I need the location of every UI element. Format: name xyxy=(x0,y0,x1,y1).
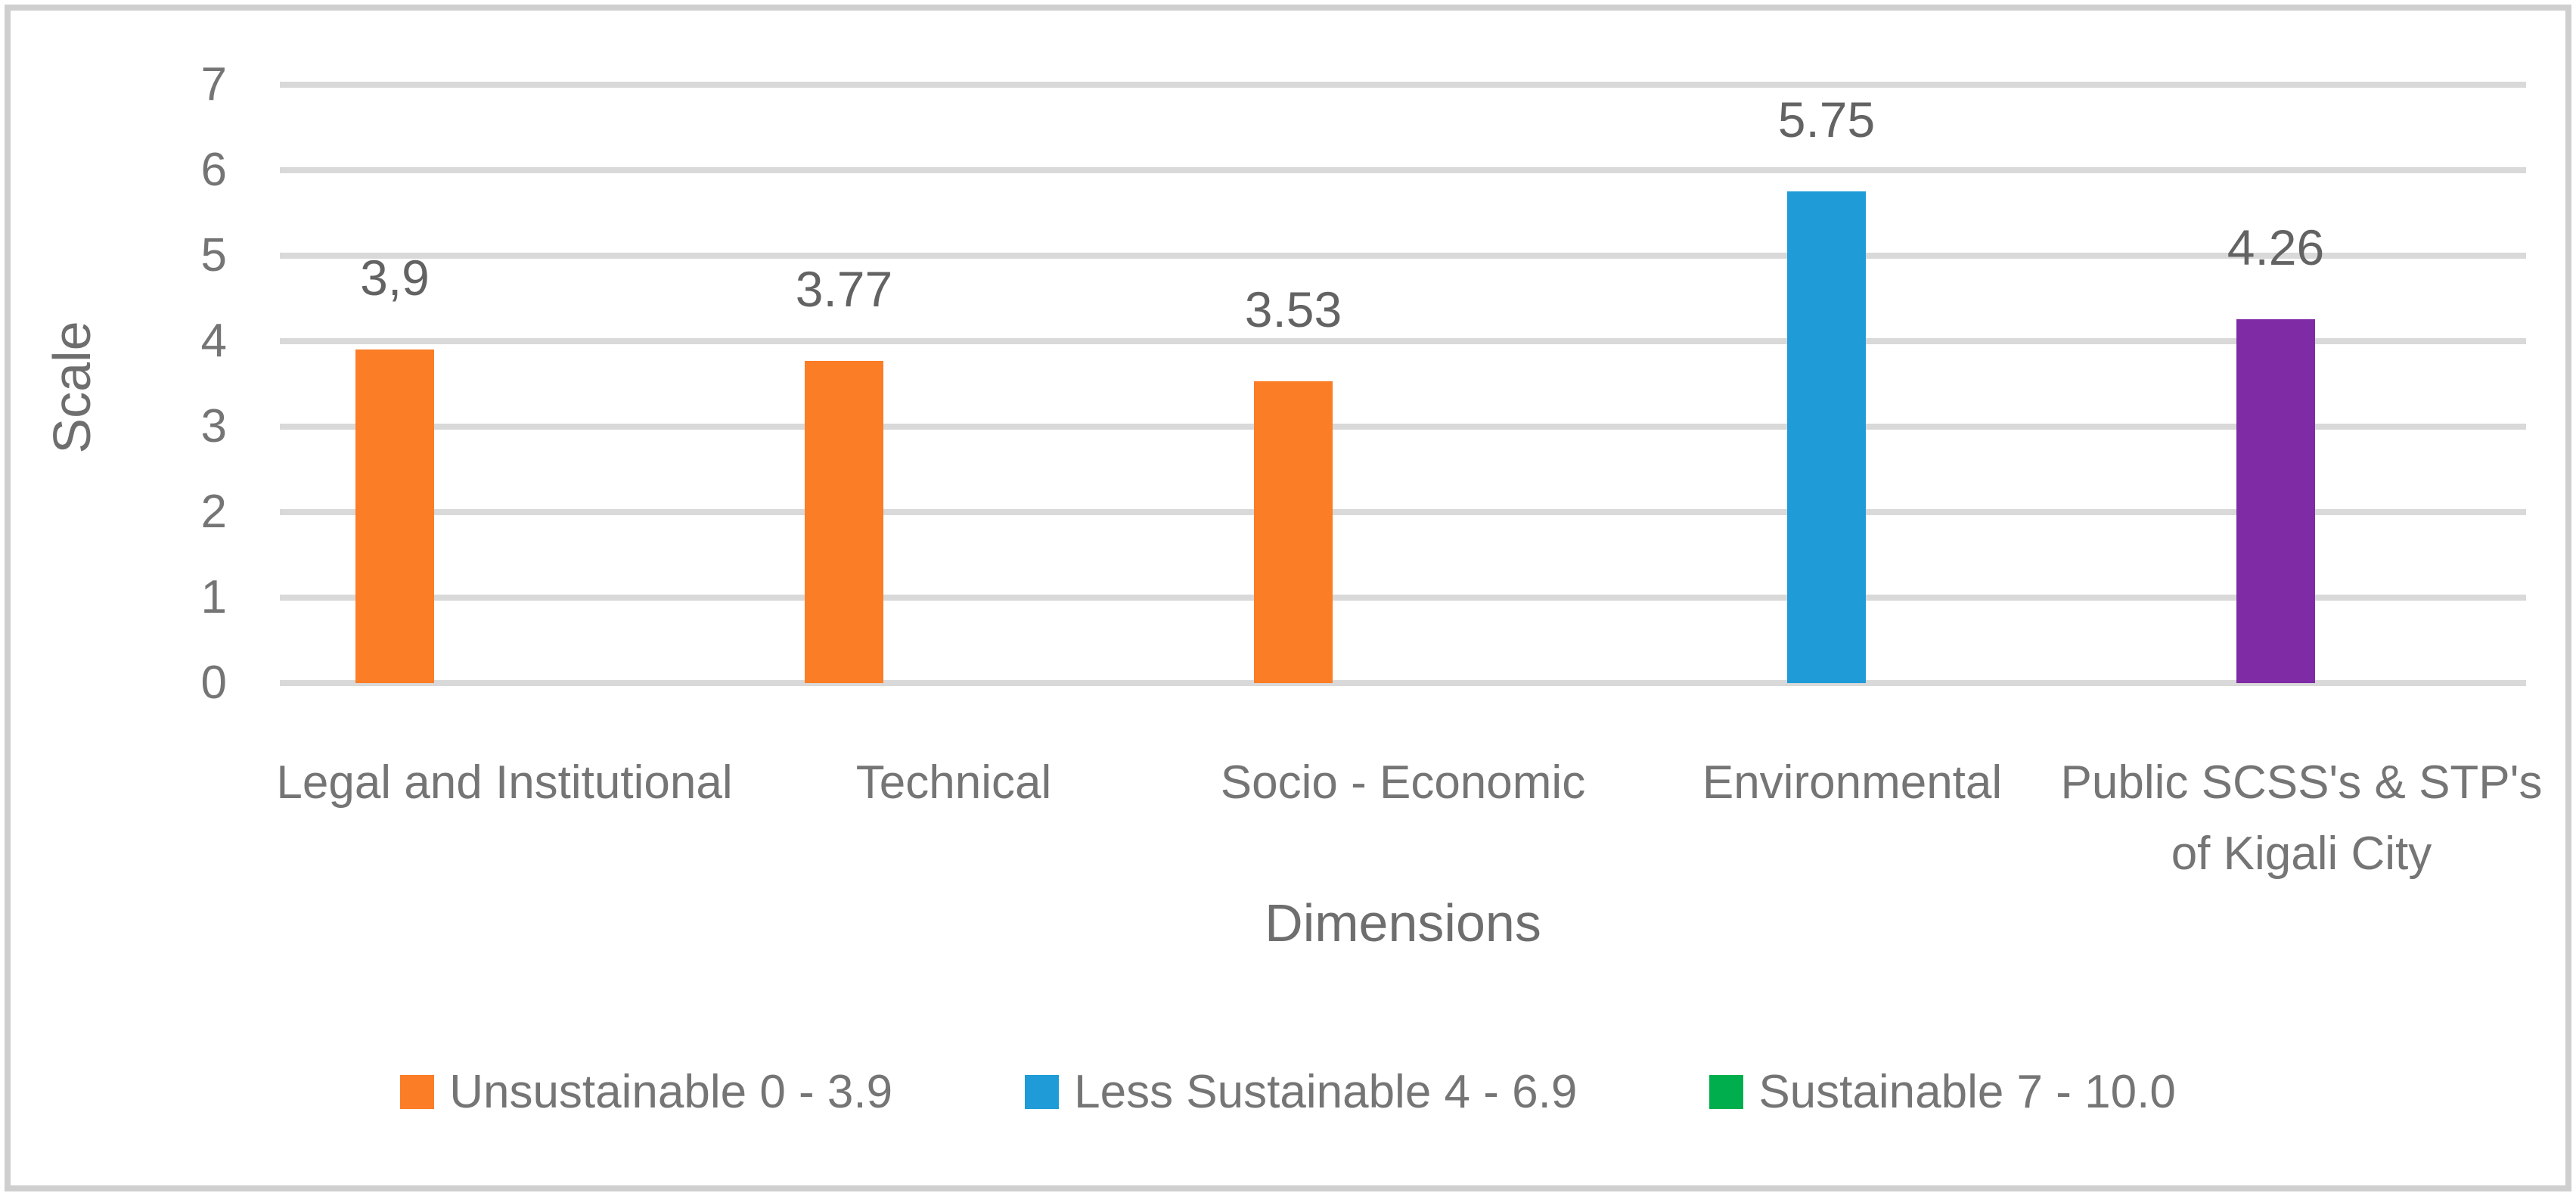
category-label-3: Socio - Economic xyxy=(1220,756,1586,809)
bar-value-label-2: 3.77 xyxy=(795,260,893,317)
bar-2 xyxy=(805,360,883,683)
legend-swatch-2 xyxy=(1025,1075,1060,1109)
legend-label-3: Sustainable 7 - 10.0 xyxy=(1758,1066,2176,1118)
legend-swatch-1 xyxy=(400,1075,435,1109)
y-tick-label-0: 0 xyxy=(200,657,227,709)
y-tick-label-7: 7 xyxy=(200,58,227,110)
y-tick-label-2: 2 xyxy=(200,486,227,538)
legend-label-1: Unsustainable 0 - 3.9 xyxy=(449,1066,893,1118)
gridline-6 xyxy=(280,167,2526,173)
y-tick-label-3: 3 xyxy=(200,400,227,452)
y-tick-label-6: 6 xyxy=(200,144,227,196)
legend-item-2: Less Sustainable 4 - 6.9 xyxy=(1025,1065,1577,1119)
bar-value-label-3: 3.53 xyxy=(1244,281,1342,338)
gridline-0 xyxy=(280,680,2526,686)
legend-item-3: Sustainable 7 - 10.0 xyxy=(1709,1065,2176,1119)
bar-1 xyxy=(355,349,434,683)
bar-value-label-4: 5.75 xyxy=(1777,92,1876,148)
legend-swatch-3 xyxy=(1709,1075,1744,1109)
y-tick-label-5: 5 xyxy=(200,229,227,281)
bar-4 xyxy=(1787,191,1866,683)
y-tick-label-4: 4 xyxy=(200,315,227,367)
legend-label-2: Less Sustainable 4 - 6.9 xyxy=(1074,1066,1578,1118)
category-label-2: Technical xyxy=(855,756,1052,809)
y-axis-title: Scale xyxy=(42,321,101,454)
bar-5 xyxy=(2236,318,2315,683)
bar-value-label-5: 4.26 xyxy=(2227,219,2325,275)
gridline-7 xyxy=(280,82,2526,88)
gridline-1 xyxy=(280,595,2526,601)
bar-value-label-1: 3,9 xyxy=(360,250,430,306)
y-tick-label-1: 1 xyxy=(200,571,227,623)
x-axis-title: Dimensions xyxy=(1265,893,1541,952)
gridline-5 xyxy=(280,253,2526,259)
bar-3 xyxy=(1254,381,1333,683)
gridline-2 xyxy=(280,509,2526,515)
category-label-1: Legal and Institutional xyxy=(276,756,733,809)
legend: Unsustainable 0 - 3.9 Less Sustainable 4 … xyxy=(0,1065,2576,1119)
gridline-3 xyxy=(280,424,2526,430)
gridline-4 xyxy=(280,338,2526,344)
category-label-4: Environmental xyxy=(1702,756,2003,809)
category-label-5: Public SCSS's & STP's of Kigali City xyxy=(2060,756,2543,880)
legend-item-1: Unsustainable 0 - 3.9 xyxy=(400,1065,892,1119)
